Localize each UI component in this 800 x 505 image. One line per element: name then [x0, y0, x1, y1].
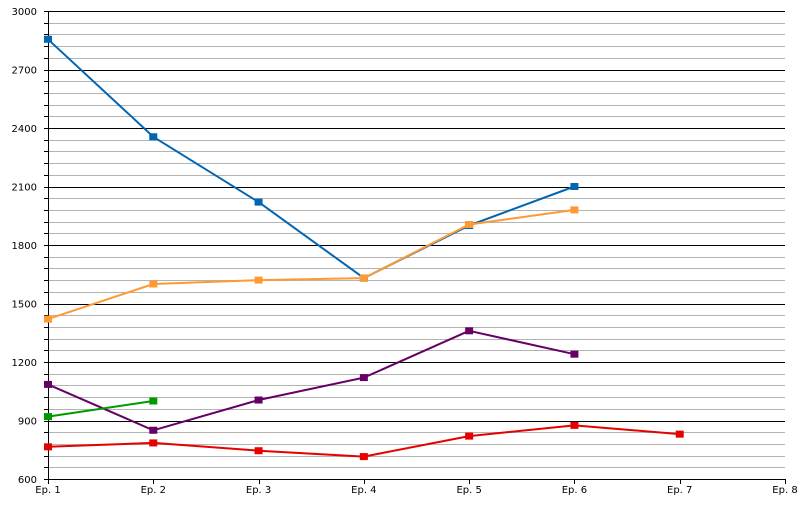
series-line	[47, 38, 575, 280]
x-tick-label: Ep. 6	[562, 485, 587, 496]
data-point-marker	[44, 35, 52, 43]
data-point-marker	[44, 315, 52, 323]
x-tick-label: Ep. 7	[667, 485, 692, 496]
data-point-marker	[149, 397, 158, 405]
data-point-marker	[465, 221, 474, 229]
grid-lines	[48, 11, 785, 480]
series-5	[44, 421, 684, 461]
data-point-marker	[149, 133, 158, 141]
data-point-marker	[44, 380, 52, 388]
y-tick-label: 1200	[12, 358, 37, 369]
data-point-marker	[359, 453, 368, 461]
data-point-marker	[359, 374, 368, 382]
series-3	[44, 327, 579, 434]
data-point-marker	[254, 396, 263, 404]
series-lines	[44, 35, 684, 461]
series-2	[44, 206, 579, 323]
data-point-marker	[465, 327, 474, 335]
y-tick-label: 900	[18, 417, 37, 428]
data-point-marker	[149, 280, 158, 288]
x-tick-label: Ep. 4	[351, 485, 376, 496]
data-point-marker	[254, 276, 263, 284]
axes	[44, 11, 786, 484]
y-tick-label: 3000	[12, 7, 37, 18]
x-tick-label: Ep. 3	[246, 485, 271, 496]
y-tick-label: 1500	[12, 300, 37, 311]
data-point-marker	[359, 274, 368, 282]
data-point-marker	[570, 350, 579, 358]
y-tick-label: 600	[18, 475, 37, 486]
data-point-marker	[254, 198, 263, 206]
data-point-marker	[675, 430, 684, 438]
x-tick-label: Ep. 1	[35, 485, 60, 496]
data-point-marker	[149, 426, 158, 434]
data-point-marker	[570, 206, 579, 214]
y-tick-label: 2400	[12, 124, 37, 135]
data-point-marker	[149, 439, 158, 447]
y-tick-label: 2700	[12, 66, 37, 77]
y-tick-label: 1800	[12, 241, 37, 252]
data-point-marker	[254, 447, 263, 455]
series-line	[47, 400, 154, 418]
data-point-marker	[570, 183, 579, 190]
data-point-marker	[465, 432, 474, 440]
series-line	[47, 329, 575, 432]
data-point-marker	[44, 413, 52, 421]
series-line	[47, 208, 575, 321]
series-1	[44, 35, 579, 282]
x-tick-label: Ep. 2	[141, 485, 166, 496]
tick-labels: 600 900 1200 1500 1800 2100 2400 2700 3000 Ep. 1 E…	[12, 7, 798, 496]
data-point-marker	[44, 443, 52, 451]
x-tick-label: Ep. 5	[456, 485, 481, 496]
data-point-marker	[570, 421, 579, 429]
x-tick-label: Ep. 8	[772, 485, 797, 496]
y-tick-label: 2100	[12, 183, 37, 194]
series-line	[47, 424, 680, 458]
series-4	[44, 397, 158, 421]
